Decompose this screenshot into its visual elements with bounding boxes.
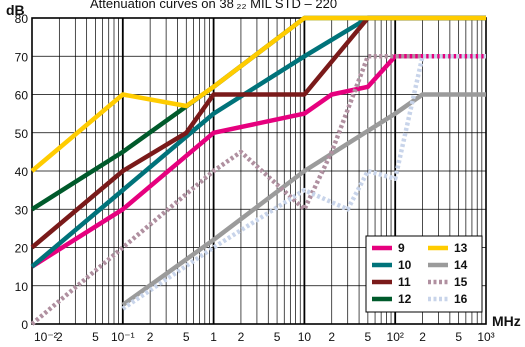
legend-label-9: 9 <box>398 241 405 255</box>
legend-label-10: 10 <box>398 258 412 272</box>
legend-label-16: 16 <box>454 292 468 306</box>
x-tick-label: 10² <box>387 330 404 344</box>
y-tick-label: 50 <box>15 127 29 141</box>
x-tick-label: 5 <box>274 330 281 344</box>
x-axis-tick-labels: 10⁻²2 5 10⁻¹ 2 5 1 2 5 10 2 5 10² 2 5 10³ <box>34 330 495 344</box>
y-tick-label: 0 <box>21 318 28 332</box>
legend-label-14: 14 <box>454 258 468 272</box>
x-tick-label: 5 <box>455 330 462 344</box>
series-line-9 <box>30 54 486 269</box>
chart-legend: 9 10 11 12 13 14 15 16 <box>365 235 483 313</box>
legend-label-13: 13 <box>454 241 468 255</box>
series-line-14 <box>121 92 486 307</box>
legend-label-15: 15 <box>454 275 468 289</box>
x-tick-label: 5 <box>183 330 190 344</box>
x-tick-label: 2 <box>328 330 335 344</box>
series-line-11 <box>30 15 486 250</box>
series-line-16 <box>121 54 486 311</box>
y-axis-unit-label: dB <box>6 2 25 18</box>
x-tick-label: 2 <box>419 330 426 344</box>
x-tick-label: 10 <box>298 330 312 344</box>
x-tick-label: 1 <box>210 330 217 344</box>
y-tick-label: 70 <box>15 50 29 64</box>
x-axis-unit-label: MHz <box>492 313 521 329</box>
y-tick-label: 10 <box>15 280 29 294</box>
series-line-15 <box>30 54 486 326</box>
x-tick-label: 2 <box>147 330 154 344</box>
y-tick-label: 40 <box>15 165 29 179</box>
y-axis-tick-labels: 0 10 20 30 40 50 60 70 80 <box>15 12 29 332</box>
y-tick-label: 80 <box>15 12 29 26</box>
x-tick-label: 10⁻² <box>34 330 58 344</box>
x-tick-label: 10⁻¹ <box>111 330 135 344</box>
chart-series <box>30 15 486 326</box>
y-tick-label: 30 <box>15 203 29 217</box>
y-tick-label: 60 <box>15 89 29 103</box>
legend-label-11: 11 <box>398 275 411 289</box>
series-line-13 <box>30 15 486 173</box>
chart-title: Attenuation curves on 38 ₂₂ MIL STD – 22… <box>90 0 337 11</box>
y-tick-label: 20 <box>15 242 29 256</box>
legend-label-12: 12 <box>398 292 412 306</box>
x-tick-label: 5 <box>365 330 372 344</box>
x-tick-label: 2 <box>56 330 63 344</box>
x-tick-label: 2 <box>238 330 245 344</box>
x-tick-label: 5 <box>92 330 99 344</box>
x-tick-label: 10³ <box>477 330 494 344</box>
